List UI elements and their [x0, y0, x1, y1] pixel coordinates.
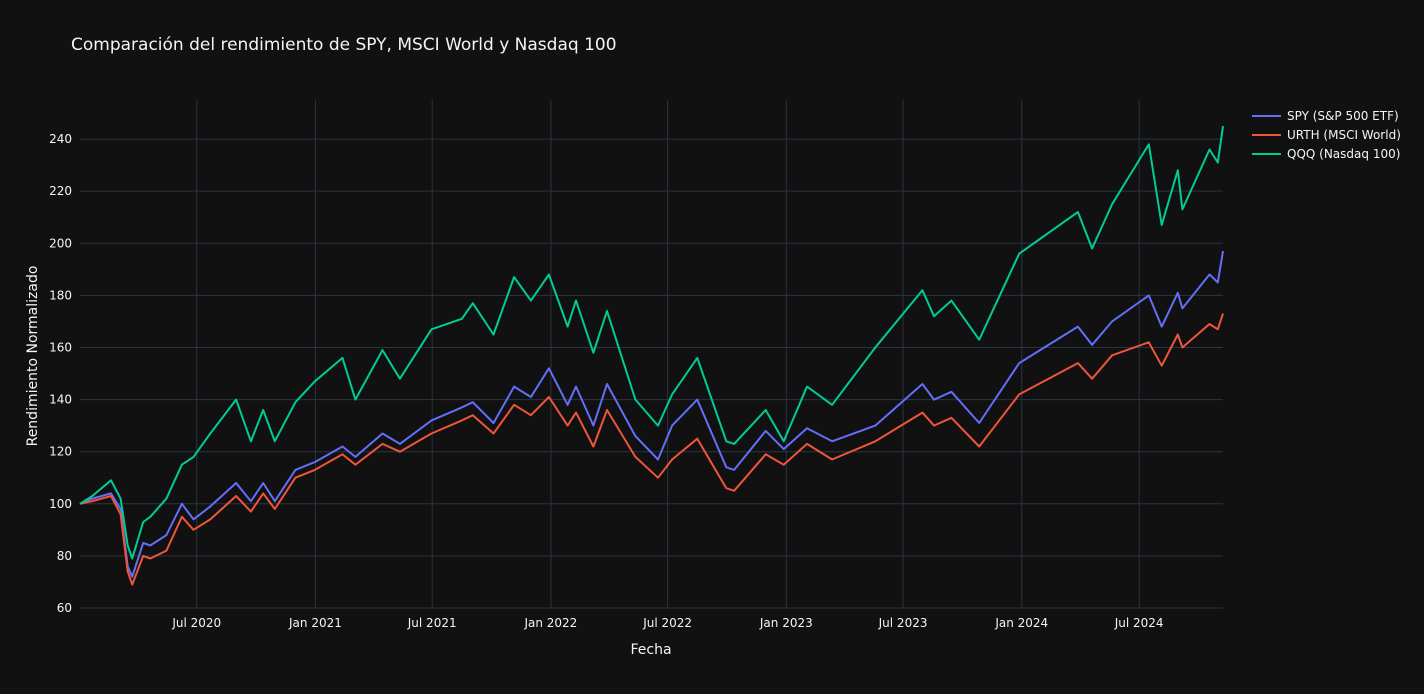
y-tick-label: 100	[49, 497, 72, 511]
legend-item-qqq[interactable]: QQQ (Nasdaq 100)	[1252, 147, 1400, 161]
legend: SPY (S&P 500 ETF) URTH (MSCI World) QQQ (N…	[1252, 109, 1401, 161]
y-axis-title: Rendimiento Normalizado	[25, 266, 41, 447]
series-lines	[79, 125, 1224, 586]
x-tick-label: Jul 2024	[1114, 616, 1164, 630]
x-tick-label: Jul 2021	[407, 616, 457, 630]
x-axis-ticks: Jul 2020 Jan 2021 Jul 2021 Jan 2022 Jul 2022…	[171, 616, 1163, 630]
x-tick-label: Jul 2022	[642, 616, 692, 630]
y-tick-label: 140	[49, 393, 72, 407]
y-tick-label: 160	[49, 340, 72, 354]
legend-label: URTH (MSCI World)	[1287, 128, 1401, 142]
y-tick-label: 80	[57, 549, 72, 563]
y-tick-label: 120	[49, 445, 72, 459]
legend-item-urth[interactable]: URTH (MSCI World)	[1252, 128, 1401, 142]
x-tick-label: Jul 2023	[878, 616, 928, 630]
grid	[80, 100, 1223, 609]
y-tick-label: 180	[49, 288, 72, 302]
series-line-qqq	[79, 125, 1224, 560]
x-tick-label: Jan 2023	[759, 616, 813, 630]
series-line-urth	[79, 313, 1224, 586]
y-tick-label: 200	[49, 236, 72, 250]
chart-title: Comparación del rendimiento de SPY, MSCI…	[71, 35, 617, 55]
legend-item-spy[interactable]: SPY (S&P 500 ETF)	[1252, 109, 1399, 123]
legend-label: QQQ (Nasdaq 100)	[1287, 147, 1400, 161]
x-tick-label: Jan 2022	[523, 616, 577, 630]
legend-label: SPY (S&P 500 ETF)	[1287, 109, 1399, 123]
series-line-spy	[79, 250, 1224, 578]
y-axis-ticks: 60 80 100 120 140 160 180 200 220 240	[49, 132, 72, 615]
x-axis-title: Fecha	[630, 642, 671, 658]
y-tick-label: 60	[57, 601, 72, 615]
y-tick-label: 220	[49, 184, 72, 198]
y-tick-label: 240	[49, 132, 72, 146]
x-tick-label: Jul 2020	[171, 616, 221, 630]
x-tick-label: Jan 2024	[994, 616, 1048, 630]
x-tick-label: Jan 2021	[288, 616, 342, 630]
